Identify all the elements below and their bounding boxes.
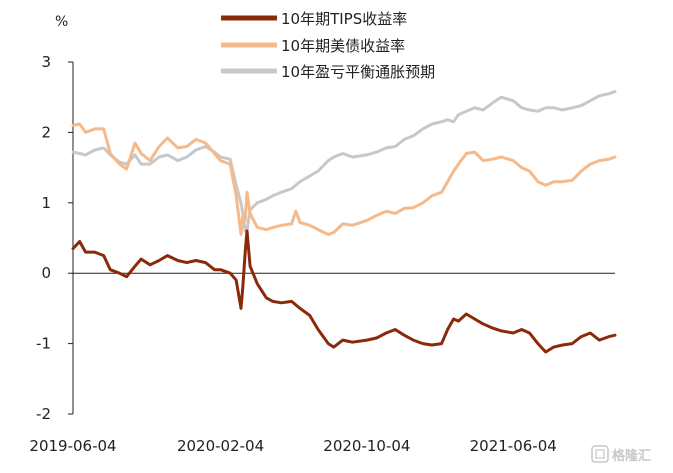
legend-item-3: 10年盈亏平衡通胀预期 (221, 63, 435, 81)
y-tick-label: 2 (41, 123, 51, 141)
legend-label: 10年期美债收益率 (281, 37, 405, 55)
legend-item-2: 10年期美债收益率 (221, 37, 405, 55)
x-tick-label: 2021-06-04 (470, 437, 557, 455)
legend: 10年期TIPS收益率 10年期美债收益率 10年盈亏平衡通胀预期 (221, 10, 435, 81)
series-line-1 (71, 229, 617, 354)
series-line-3 (71, 90, 617, 233)
legend-label: 10年盈亏平衡通胀预期 (281, 63, 435, 81)
y-unit-label: % (55, 14, 68, 30)
logo-icon (591, 445, 609, 463)
x-tick-label: 2020-02-04 (177, 437, 264, 455)
y-tick-label: -2 (36, 405, 51, 423)
axes: 3 2 1 0 -1 -2 2019-06-04 2020-02-04 2020-10-04 20… (29, 53, 615, 455)
legend-label: 10年期TIPS收益率 (281, 10, 407, 28)
y-tick-label: -1 (36, 335, 51, 353)
legend-item-1: 10年期TIPS收益率 (221, 10, 407, 28)
watermark: 格隆汇 (591, 445, 651, 464)
x-tick-label: 2020-10-04 (323, 437, 410, 455)
y-tick-label: 3 (41, 53, 51, 71)
x-tick-label: 2019-06-04 (29, 437, 116, 455)
y-tick-label: 1 (41, 194, 51, 212)
series-group (71, 90, 617, 354)
watermark-text: 格隆汇 (612, 448, 651, 464)
y-tick-label: 0 (41, 264, 51, 282)
series-line-2 (71, 122, 617, 236)
